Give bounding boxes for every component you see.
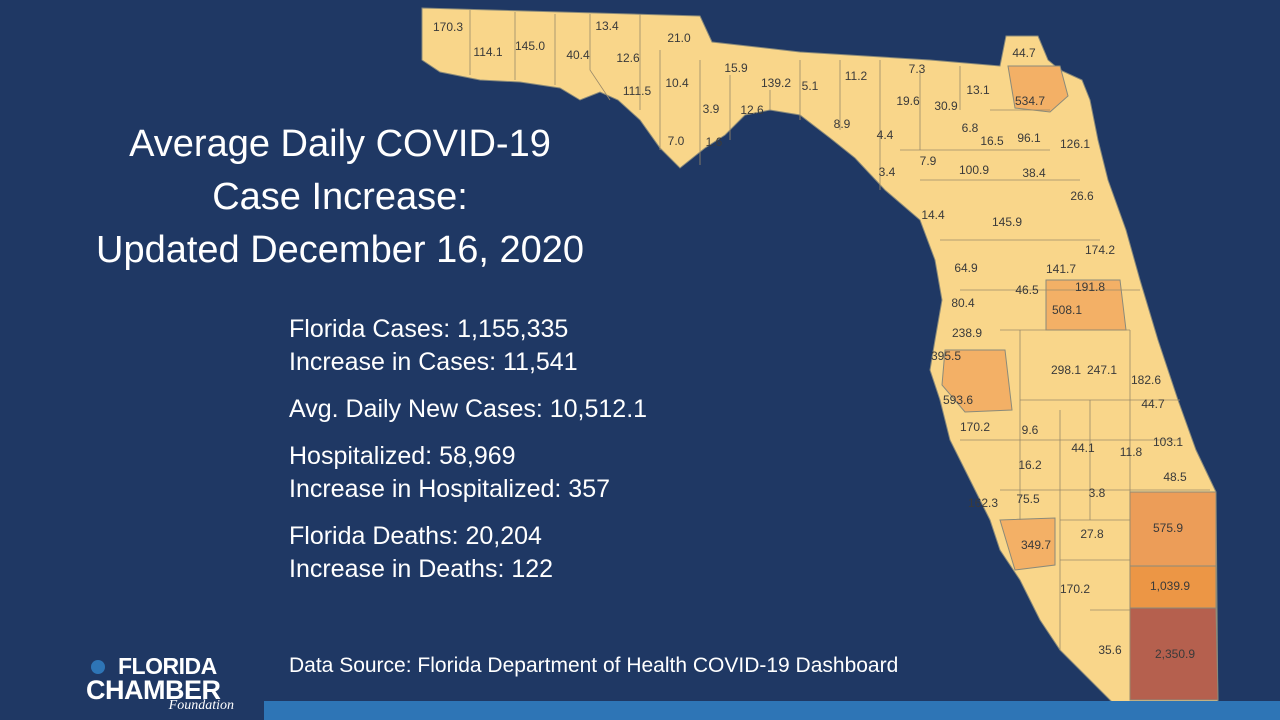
county-value-label: 7.3	[908, 62, 926, 76]
county-value-label: 80.4	[951, 296, 975, 310]
increase-in-deaths: Increase in Deaths: 122	[289, 555, 554, 583]
county-value-label: 11.2	[844, 69, 868, 83]
county-value-label: 7.9	[919, 154, 937, 168]
florida-chamber-logo: FLORIDA CHAMBER Foundation	[86, 654, 238, 716]
county-value-label: 30.9	[934, 99, 958, 113]
county-value-label: 126.1	[1059, 137, 1091, 151]
county-value-label: 103.1	[1152, 435, 1184, 449]
county-value-label: 141.7	[1045, 262, 1077, 276]
county-value-label: 3.4	[878, 165, 896, 179]
county-value-label: 593.6	[942, 393, 974, 407]
county-value-label: 3.8	[1088, 486, 1106, 500]
county-value-label: 13.4	[595, 19, 619, 33]
county-value-label: 191.8	[1074, 280, 1106, 294]
county-value-label: 64.9	[954, 261, 978, 275]
county-value-label: 139.2	[760, 76, 792, 90]
county-value-label: 8.9	[833, 117, 851, 131]
county-value-label: 96.1	[1017, 131, 1041, 145]
county-value-label: 1,039.9	[1149, 579, 1191, 593]
county-value-label: 7.0	[667, 134, 685, 148]
county-value-label: 44.1	[1071, 441, 1095, 455]
county-value-label: 534.7	[1014, 94, 1046, 108]
county-value-label: 5.1	[801, 79, 819, 93]
county-value-label: 27.8	[1080, 527, 1104, 541]
county-value-label: 10.4	[665, 76, 689, 90]
county-value-label: 6.8	[961, 121, 979, 135]
county-value-label: 44.7	[1012, 46, 1036, 60]
county-value-label: 182.6	[1130, 373, 1162, 387]
county-value-label: 15.9	[724, 61, 748, 75]
title-line-2: Case Increase:	[212, 176, 468, 218]
title-line-1: Average Daily COVID-19	[129, 123, 551, 165]
county-value-label: 170.3	[432, 20, 464, 34]
county-value-label: 3.9	[702, 102, 720, 116]
county-value-label: 170.2	[959, 420, 991, 434]
county-value-label: 19.6	[896, 94, 920, 108]
logo-line-1: FLORIDA	[118, 653, 217, 679]
florida-county-map	[421, 7, 1219, 705]
county-borders	[469, 10, 1210, 700]
county-value-label: 349.7	[1020, 538, 1052, 552]
county-value-label: 35.6	[1098, 643, 1122, 657]
county-value-label: 46.5	[1015, 283, 1039, 297]
county-value-label: 38.4	[1022, 166, 1046, 180]
county-value-label: 1.6	[705, 135, 723, 149]
logo-line-3: Foundation	[168, 698, 234, 713]
county-value-label: 48.5	[1163, 470, 1187, 484]
county-value-label: 44.7	[1141, 397, 1165, 411]
county-value-label: 145.9	[991, 215, 1023, 229]
county-value-label: 2,350.9	[1154, 647, 1196, 661]
florida-deaths: Florida Deaths: 20,204	[289, 522, 542, 550]
county-value-label: 16.5	[980, 134, 1004, 148]
county-lee	[999, 517, 1056, 571]
county-value-label: 4.4	[876, 128, 894, 142]
county-value-label: 12.6	[616, 51, 640, 65]
county-value-label: 111.5	[622, 84, 652, 98]
footer-bar	[264, 701, 1280, 720]
county-hillsborough	[941, 349, 1013, 413]
county-value-label: 238.9	[951, 326, 983, 340]
title-line-3: Updated December 16, 2020	[96, 229, 584, 271]
county-value-label: 298.1	[1050, 363, 1082, 377]
county-value-label: 114.1	[473, 45, 503, 59]
stats-panel: Florida Cases: 1,155,335 Increase in Cas…	[289, 313, 647, 600]
county-value-label: 170.2	[1059, 582, 1091, 596]
slide-title: Average Daily COVID-19 Case Increase: Up…	[40, 118, 640, 277]
florida-cases: Florida Cases: 1,155,335	[289, 315, 569, 343]
county-value-label: 100.9	[958, 163, 990, 177]
data-source: Data Source: Florida Department of Healt…	[289, 654, 899, 677]
county-value-label: 26.6	[1070, 189, 1094, 203]
logo-globe-icon	[91, 660, 105, 674]
county-value-label: 145.0	[514, 39, 546, 53]
avg-daily-new-cases: Avg. Daily New Cases: 10,512.1	[289, 395, 648, 423]
county-value-label: 162.3	[967, 496, 999, 510]
county-value-label: 9.6	[1021, 423, 1039, 437]
county-value-label: 174.2	[1084, 243, 1116, 257]
county-value-label: 16.2	[1018, 458, 1042, 472]
county-value-label: 11.8	[1119, 445, 1143, 459]
county-value-label: 247.1	[1086, 363, 1118, 377]
county-value-label: 14.4	[921, 208, 945, 222]
increase-in-hospitalized: Increase in Hospitalized: 357	[289, 475, 611, 503]
county-value-label: 395.5	[930, 349, 962, 363]
logo-line-2: CHAMBER	[86, 675, 221, 705]
hospitalized: Hospitalized: 58,969	[289, 442, 516, 470]
county-duval	[1007, 65, 1069, 113]
county-value-label: 575.9	[1152, 521, 1184, 535]
county-value-label: 40.4	[566, 48, 590, 62]
county-value-label: 12.6	[740, 103, 764, 117]
county-value-label: 13.1	[966, 83, 990, 97]
county-value-label: 508.1	[1051, 303, 1083, 317]
county-value-label: 75.5	[1016, 492, 1040, 506]
increase-in-cases: Increase in Cases: 11,541	[289, 348, 578, 376]
county-value-label: 21.0	[667, 31, 691, 45]
